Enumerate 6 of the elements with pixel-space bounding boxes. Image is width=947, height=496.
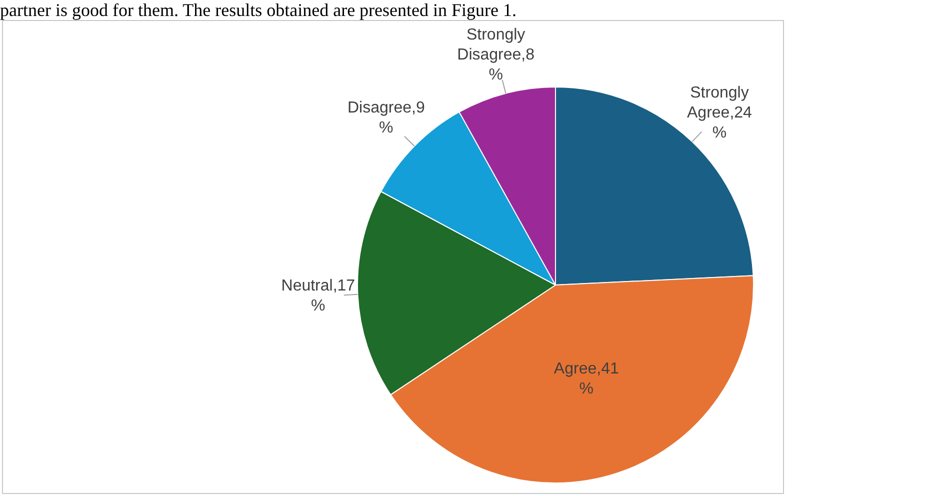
slice-label: Strongly Agree,24 %: [686, 84, 752, 142]
slice-label: Strongly Disagree,8 %: [457, 26, 535, 84]
text: partner is good for them. The results obtained are presented in Figure 1.: [0, 0, 517, 20]
slice-label: Agree,41 %: [554, 360, 619, 398]
slice-label: Neutral,17 %: [281, 278, 356, 315]
slice-label: Disagree,9 %: [347, 100, 425, 137]
